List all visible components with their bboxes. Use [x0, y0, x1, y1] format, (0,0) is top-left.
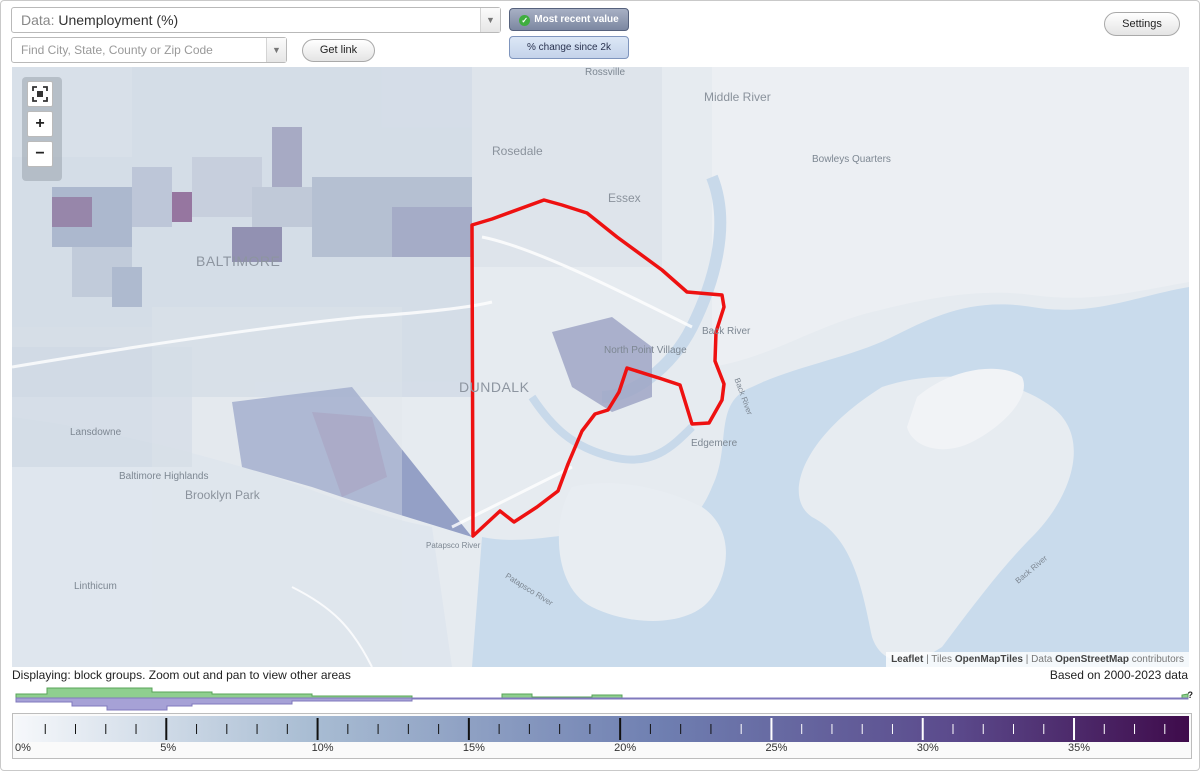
data-range-note: Based on 2000-2023 data: [1049, 668, 1188, 682]
map-label-lansdowne: Lansdowne: [70, 427, 122, 438]
map-label-baltimore: BALTIMORE: [196, 253, 281, 269]
map-label-rosedale: Rosedale: [492, 144, 543, 158]
chevron-down-icon[interactable]: ▼: [480, 8, 500, 32]
legend-tick-label: 5%: [160, 742, 177, 754]
search-placeholder: Find City, State, County or Zip Code: [21, 43, 213, 57]
map-label-bowleys-quarters: Bowleys Quarters: [812, 154, 891, 165]
openmaptiles-link[interactable]: OpenMapTiles: [954, 654, 1023, 665]
map-label-patapsco-river: Patapsco River: [426, 541, 481, 550]
map-label-essex: Essex: [608, 191, 641, 205]
pct-change-toggle[interactable]: % change since 2k: [509, 36, 629, 59]
legend-tick-label: 0%: [15, 742, 31, 754]
zoom-out-button[interactable]: −: [27, 141, 53, 167]
map-label-middle-river: Middle River: [704, 90, 771, 104]
chevron-down-icon[interactable]: ▼: [266, 38, 286, 62]
legend-tick-label: 25%: [765, 742, 788, 754]
color-legend: 0% 5% 10% 15% 20% 25% 30% 35%: [12, 713, 1192, 759]
legend-tick-label: 20%: [614, 742, 637, 754]
check-icon: ✓: [519, 15, 531, 26]
map-label-linthicum: Linthicum: [74, 581, 117, 592]
map-label-edgemere: Edgemere: [691, 438, 738, 449]
settings-button[interactable]: Settings: [1104, 12, 1180, 36]
map-label-baltimore-highlands: Baltimore Highlands: [119, 471, 209, 482]
attribution-tiles: Tiles: [931, 654, 953, 665]
zoom-in-button[interactable]: +: [27, 111, 53, 137]
map-label-north-point-village: North Point Village: [604, 345, 687, 356]
leaflet-link[interactable]: Leaflet: [891, 654, 924, 665]
map-label-brooklyn-park: Brooklyn Park: [185, 488, 260, 502]
data-select-prefix: Data:: [21, 12, 55, 28]
value-histogram: [15, 687, 1189, 711]
openstreetmap-link[interactable]: OpenStreetMap: [1055, 654, 1129, 665]
map-label-back-river: Back River: [702, 326, 751, 337]
legend-tick-label: 35%: [1068, 742, 1091, 754]
legend-labels: 0% 5% 10% 15% 20% 25% 30% 35%: [13, 742, 1189, 758]
legend-tick-label: 15%: [462, 742, 485, 754]
data-select[interactable]: Data: Unemployment (%) ▼: [11, 7, 501, 33]
map-label-dundalk: DUNDALK: [459, 379, 530, 395]
location-search-input[interactable]: Find City, State, County or Zip Code ▼: [11, 37, 287, 63]
legend-tick-label: 30%: [916, 742, 939, 754]
legend-tick-label: 10%: [311, 742, 334, 754]
most-recent-value-toggle[interactable]: ✓ Most recent value: [509, 8, 629, 31]
attribution-data: Data: [1031, 654, 1053, 665]
histogram-unknown-mark: ?: [1187, 690, 1194, 700]
fullscreen-icon[interactable]: [27, 81, 53, 107]
map-attribution: Leaflet | Tiles OpenMapTiles | Data Open…: [886, 652, 1189, 667]
display-status: Displaying: block groups. Zoom out and p…: [12, 668, 351, 682]
get-link-button[interactable]: Get link: [302, 39, 375, 62]
legend-gradient: [15, 716, 1189, 742]
data-select-value: Unemployment (%): [58, 12, 179, 28]
map[interactable]: BALTIMORE DUNDALK Middle River Rosedale …: [12, 67, 1189, 667]
map-canvas: [12, 67, 1189, 667]
attribution-contrib: contributors: [1131, 654, 1184, 665]
zoom-controls: + −: [22, 77, 62, 181]
most-recent-label: Most recent value: [534, 14, 619, 25]
map-label-rossville: Rossville: [585, 67, 626, 78]
